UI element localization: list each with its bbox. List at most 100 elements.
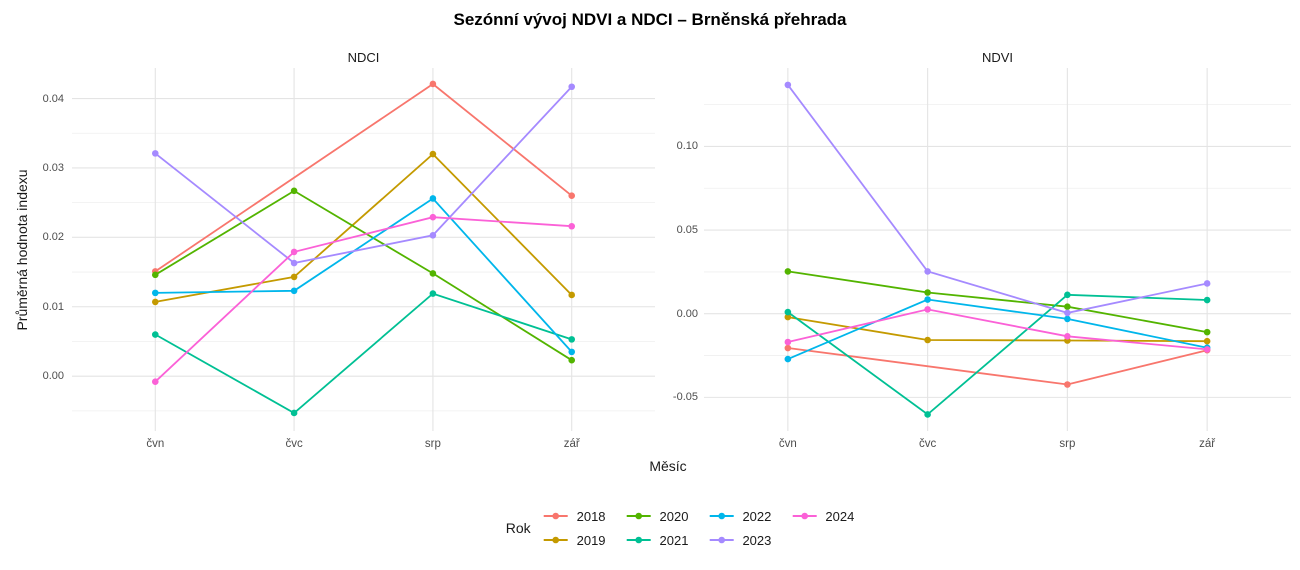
data-point-2023 [568, 83, 576, 91]
series-line-2023 [154, 86, 573, 264]
legend-key-point [552, 512, 559, 520]
data-point-2019 [1203, 337, 1211, 345]
legend-label: 2022 [742, 508, 772, 524]
data-point-2024 [784, 338, 792, 346]
series-line-2020 [787, 270, 1208, 333]
legend-key-point [552, 536, 559, 544]
legend-entry-2019: 2019 [543, 533, 606, 548]
legend-key-point [635, 536, 642, 544]
data-point-2020 [784, 268, 792, 275]
data-point-2019 [290, 273, 298, 281]
data-point-2020 [924, 289, 931, 296]
data-point-2023 [290, 259, 298, 267]
y-tick-label: 0.04 [42, 92, 64, 105]
data-point-2021 [429, 290, 437, 297]
data-point-2018 [429, 80, 437, 88]
data-point-2022 [290, 287, 298, 295]
legend-key-point [801, 512, 808, 520]
legend-label: 2023 [742, 532, 772, 548]
data-point-2021 [151, 331, 159, 338]
legend: Rok 2018 2019 2020 2021 2022 2023 2024 [506, 504, 855, 552]
data-point-2021 [1203, 296, 1211, 304]
legend-key-point [635, 512, 642, 520]
legend-key-2022 [709, 512, 734, 520]
data-point-2024 [290, 248, 298, 256]
series-line-2023 [787, 84, 1208, 314]
legend-key-point [718, 536, 725, 544]
data-point-2024 [568, 222, 576, 230]
ndvi-panel [704, 68, 1291, 431]
data-point-2024 [151, 378, 159, 386]
series-line-2019 [155, 152, 573, 303]
series-line-2022 [155, 197, 573, 353]
legend-entry-2020: 2020 [626, 508, 689, 524]
x-tick-label: srp [424, 438, 441, 450]
x-tick-label: čvn [146, 438, 165, 450]
chart-title: Sezónní vývoj NDVI a NDCI – Brněnská pře… [453, 10, 847, 29]
x-tick-label: zář [563, 438, 580, 450]
legend-entry-2021: 2021 [626, 532, 689, 548]
data-point-2019 [784, 313, 792, 321]
series-line-2018 [154, 82, 573, 273]
data-point-2021 [784, 308, 792, 316]
y-tick-label: 0.01 [42, 300, 64, 313]
series-line-2024 [154, 216, 572, 383]
data-point-2019 [429, 150, 437, 158]
legend-label: 2024 [825, 508, 855, 524]
legend-key-2024 [792, 512, 817, 520]
x-tick-label: čvc [918, 438, 937, 450]
x-axis-title: Měsíc [649, 458, 687, 474]
legend-key-2019 [543, 536, 568, 544]
legend-label: 2020 [659, 508, 689, 524]
data-point-2019 [151, 298, 159, 306]
series-line-2021 [787, 293, 1208, 416]
x-tick-label: srp [1059, 438, 1076, 450]
legend-key-2020 [626, 512, 651, 520]
data-point-2021 [290, 409, 298, 417]
y-tick-label: -0.05 [672, 391, 698, 404]
y-tick-label: 0.02 [42, 231, 64, 244]
data-point-2024 [924, 306, 931, 313]
data-point-2021 [568, 336, 576, 343]
data-point-2019 [568, 291, 576, 299]
x-tick-label: zář [1199, 438, 1216, 450]
legend-entries: 2018 2019 2020 2021 2022 2023 2024 [543, 504, 855, 552]
legend-key-point [718, 512, 725, 520]
legend-key-2018 [543, 512, 568, 520]
data-point-2020 [568, 356, 576, 364]
data-point-2018 [1064, 381, 1071, 388]
legend-title: Rok [505, 520, 531, 536]
data-point-2018 [568, 192, 576, 200]
series-line-2021 [154, 292, 572, 415]
data-point-2022 [151, 289, 159, 297]
data-point-2023 [924, 268, 931, 275]
y-tick-label: 0.00 [676, 307, 698, 320]
data-point-2022 [924, 296, 931, 303]
y-tick-label: 0.00 [42, 370, 64, 383]
data-point-2024 [1203, 346, 1211, 353]
data-point-2024 [1064, 333, 1071, 340]
data-point-2022 [1064, 315, 1071, 323]
data-point-2022 [568, 348, 576, 356]
data-point-2023 [429, 231, 437, 239]
x-tick-label: čvc [285, 438, 303, 450]
legend-label: 2021 [659, 532, 689, 548]
data-point-2018 [784, 344, 792, 352]
data-point-2023 [1203, 280, 1211, 287]
data-point-2020 [1203, 328, 1211, 336]
data-point-2020 [151, 271, 159, 279]
legend-label: 2019 [576, 532, 606, 548]
legend-entry-2022: 2022 [708, 509, 771, 524]
data-point-2022 [784, 355, 792, 363]
facet-strip-ndvi: NDVI [981, 50, 1014, 65]
series-line-2024 [787, 308, 1208, 351]
data-point-2023 [784, 81, 792, 89]
x-tick-label: čvn [778, 438, 797, 450]
legend-label: 2018 [576, 508, 606, 524]
series-line-2022 [787, 298, 1208, 360]
data-point-2022 [429, 195, 437, 202]
y-tick-label: 0.10 [676, 140, 698, 153]
data-point-2021 [924, 411, 931, 418]
data-point-2021 [1064, 291, 1071, 299]
